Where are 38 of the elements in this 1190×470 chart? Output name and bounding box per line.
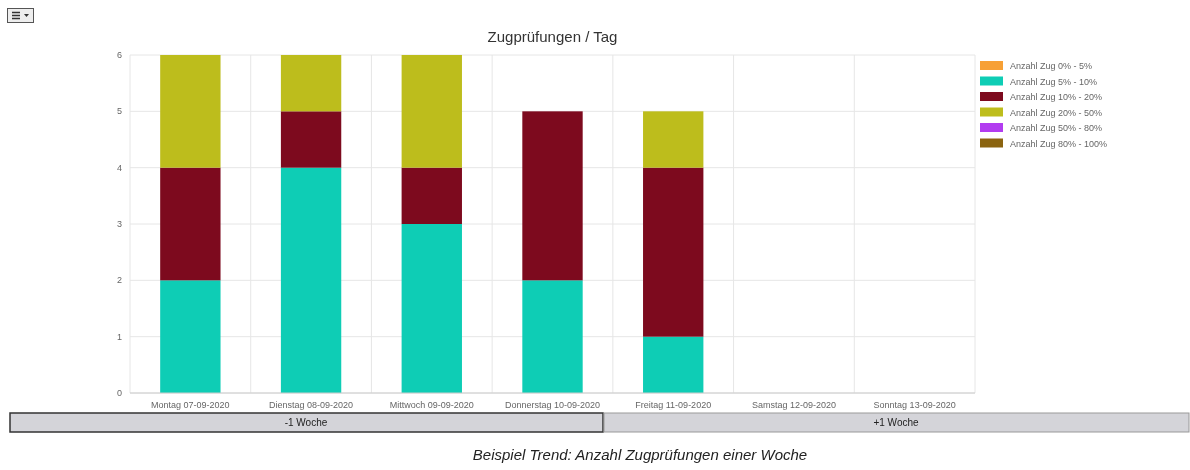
- bar: [522, 280, 583, 393]
- x-tick-label: Montag 07-09-2020: [151, 400, 230, 410]
- x-tick-label: Freitag 11-09-2020: [635, 400, 712, 410]
- y-tick-label: 6: [116, 50, 122, 60]
- bar: [160, 167, 221, 281]
- bar: [643, 111, 704, 168]
- legend-label: Anzahl Zug 10% - 20%: [1010, 92, 1103, 102]
- text: Beispiel Trend: Anzahl Zugprüfungen einer Woche: [472, 446, 808, 463]
- bar: [280, 111, 342, 168]
- x-tick-label: Dienstag 08-09-2020: [269, 400, 354, 410]
- bar: [280, 167, 342, 393]
- x-tick-label: Samstag 12-09-2020: [751, 400, 836, 410]
- text: +1 Woche: [873, 417, 919, 428]
- text: -1 Woche: [284, 417, 328, 428]
- legend-label: Anzahl Zug 0% - 5%: [1010, 61, 1093, 71]
- x-tick-label: Donnerstag 10-09-2020: [504, 400, 601, 410]
- x-tick-label: Mittwoch 09-09-2020: [389, 400, 474, 410]
- legend-label: Anzahl Zug 20% - 50%: [1010, 107, 1103, 118]
- legend-label: Anzahl Zug 80% - 100%: [1010, 138, 1108, 149]
- legend-label: Anzahl Zug 50% - 80%: [1010, 123, 1103, 133]
- bar: [401, 55, 462, 168]
- bar: [643, 167, 704, 337]
- legend-label: Anzahl Zug 5% - 10%: [1010, 76, 1098, 87]
- y-tick-label: 4: [116, 162, 122, 173]
- y-tick-label: 2: [116, 275, 122, 286]
- y-tick-label: 1: [116, 331, 122, 342]
- bar: [522, 111, 583, 281]
- x-tick-label: Sonntag 13-09-2020: [873, 400, 956, 410]
- y-tick-label: 3: [116, 219, 122, 229]
- y-tick-label: 5: [116, 106, 122, 117]
- bar: [160, 280, 221, 393]
- y-tick-label: 0: [116, 388, 122, 398]
- bar: [401, 167, 462, 224]
- chart-title: Zugprüfungen / Tag: [487, 28, 618, 45]
- bar: [643, 336, 704, 393]
- bar: [401, 224, 462, 393]
- bar: [160, 55, 221, 168]
- bar: [280, 55, 342, 112]
